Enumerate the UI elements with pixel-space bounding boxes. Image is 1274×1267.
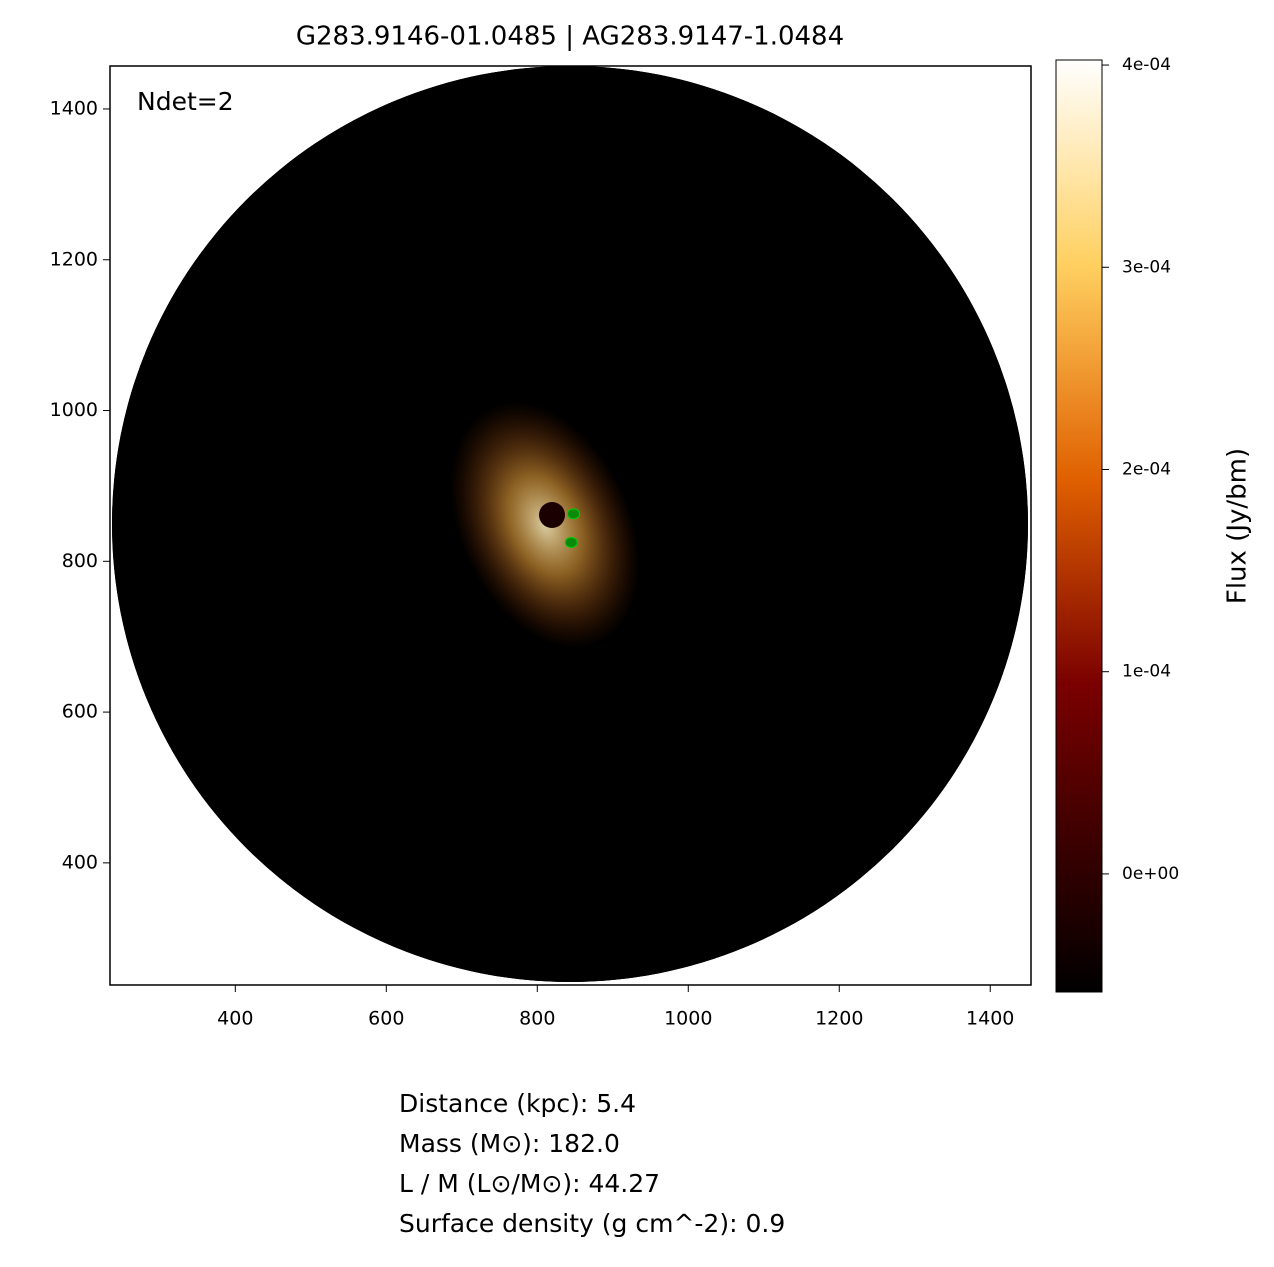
x-tick-label: 1400 xyxy=(966,1008,1014,1030)
info-line: Mass (M⊙): 182.0 xyxy=(399,1129,620,1158)
y-tick-label: 600 xyxy=(62,701,98,723)
y-tick-label: 1400 xyxy=(50,97,98,119)
y-tick-label: 1000 xyxy=(50,399,98,421)
detection xyxy=(567,508,581,520)
x-tick-label: 800 xyxy=(519,1008,555,1030)
y-tick-label: 400 xyxy=(62,851,98,873)
colorbar-tick-label: 2e-04 xyxy=(1122,459,1171,479)
colorbar-tick-label: 3e-04 xyxy=(1122,257,1171,277)
x-tick-label: 1000 xyxy=(664,1008,712,1030)
detection xyxy=(564,536,578,548)
info-line: L / M (L⊙/M⊙): 44.27 xyxy=(399,1169,660,1198)
axes-frame xyxy=(109,65,1032,986)
colorbar-label: Flux (Jy/bm) xyxy=(1223,448,1253,604)
colorbar-tick-label: 4e-04 xyxy=(1122,55,1171,75)
x-tick-label: 400 xyxy=(217,1008,253,1030)
info-line: Distance (kpc): 5.4 xyxy=(399,1089,636,1118)
y-tick-label: 1200 xyxy=(50,248,98,270)
y-tick-label: 800 xyxy=(62,550,98,572)
chart-title: G283.9146-01.0485 | AG283.9147-1.0484 xyxy=(296,22,844,52)
colorbar-tick-label: 1e-04 xyxy=(1122,662,1171,682)
x-tick-label: 1200 xyxy=(815,1008,863,1030)
image xyxy=(112,66,1028,982)
colorbar-tick-label: 0e+00 xyxy=(1122,864,1179,884)
x-tick-label: 600 xyxy=(368,1008,404,1030)
annotation: Ndet=2 xyxy=(137,87,234,116)
colorbar xyxy=(1055,59,1103,993)
info-line: Surface density (g cm^-2): 0.9 xyxy=(399,1209,785,1238)
